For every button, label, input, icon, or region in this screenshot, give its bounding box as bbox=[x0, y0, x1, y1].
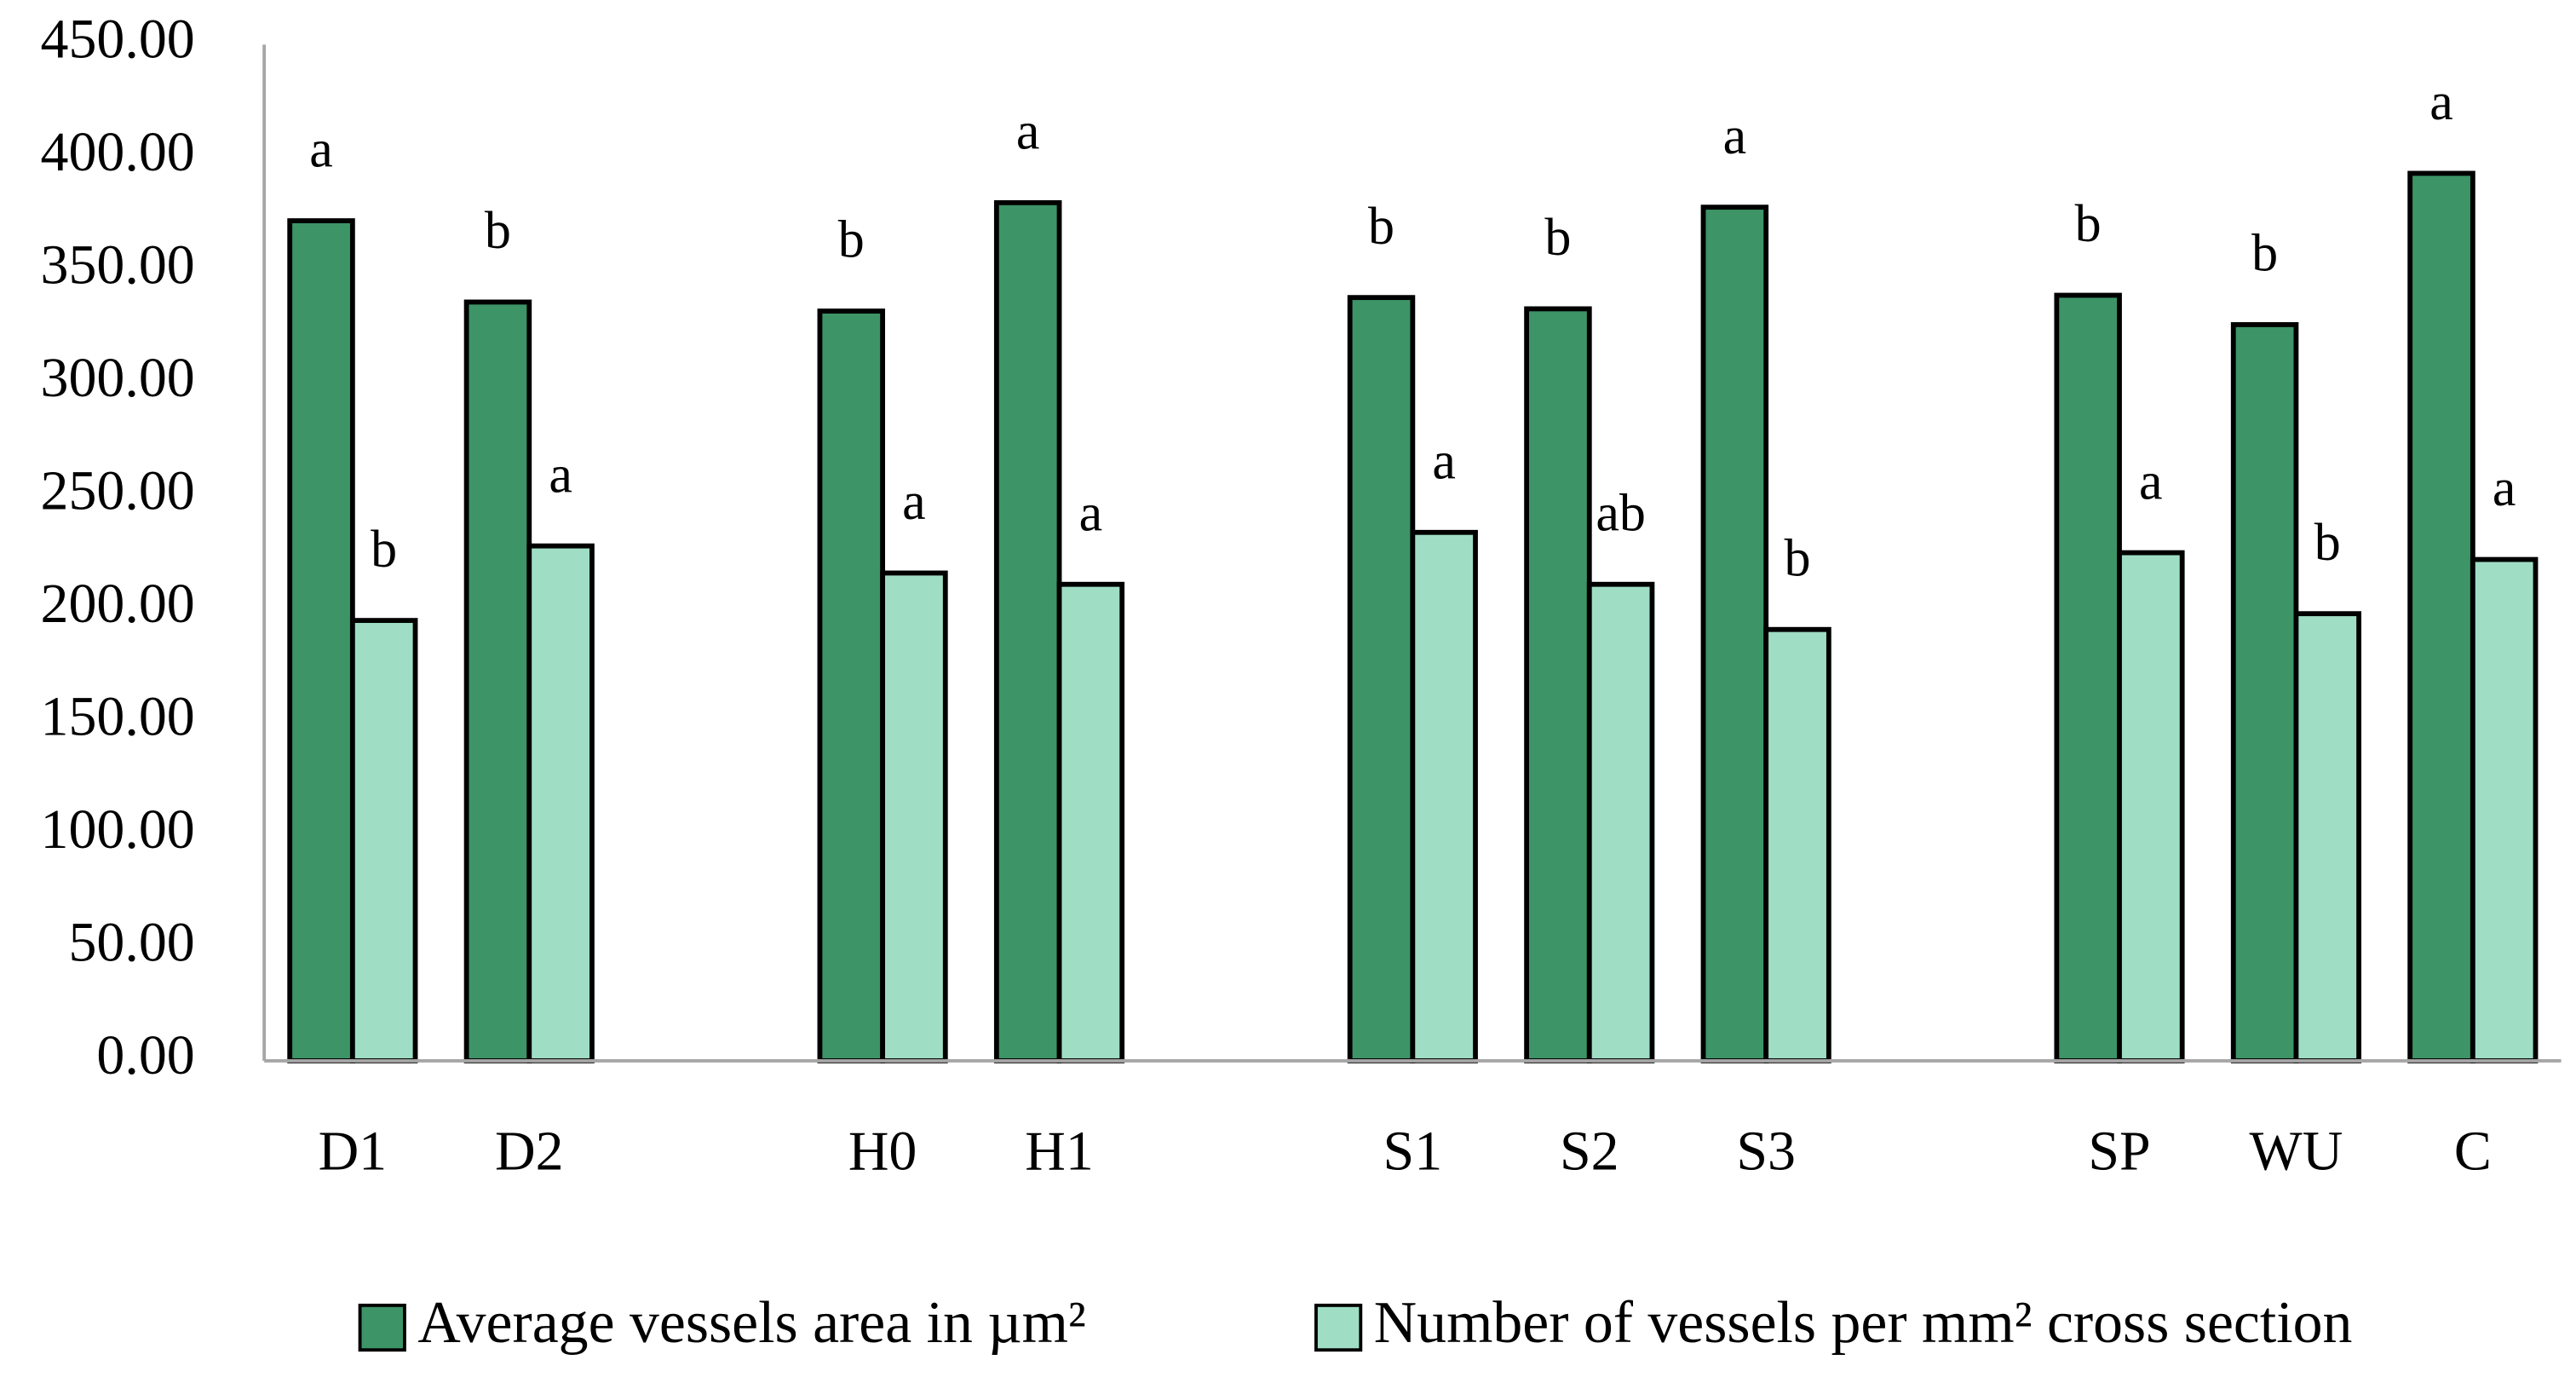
significance-letter: a bbox=[2493, 459, 2516, 517]
bar bbox=[1524, 306, 1592, 1063]
bar bbox=[1586, 581, 1655, 1063]
legend-label: Number of vessels per mm² cross section bbox=[1374, 1290, 2353, 1356]
y-tick-label: 150.00 bbox=[41, 685, 195, 747]
significance-letter: a bbox=[902, 473, 926, 531]
y-tick-label: 100.00 bbox=[41, 798, 195, 861]
significance-letter: ab bbox=[1596, 484, 1646, 542]
significance-letter: a bbox=[2429, 73, 2453, 131]
x-tick-label: H0 bbox=[848, 1120, 917, 1182]
bar bbox=[1700, 205, 1769, 1063]
bar bbox=[2293, 611, 2361, 1063]
bar bbox=[880, 570, 948, 1063]
bar bbox=[2230, 322, 2299, 1063]
significance-letter: b bbox=[1544, 209, 1571, 267]
x-tick-label: WU bbox=[2250, 1120, 2343, 1182]
bar bbox=[2470, 556, 2539, 1063]
y-tick-label: 200.00 bbox=[41, 573, 195, 635]
y-tick-label: 0.00 bbox=[96, 1024, 194, 1086]
bar bbox=[2117, 550, 2185, 1063]
bar bbox=[287, 218, 355, 1063]
significance-letter: b bbox=[1368, 198, 1394, 256]
x-tick-label: S2 bbox=[1560, 1120, 1619, 1182]
significance-letter: b bbox=[2251, 225, 2278, 283]
significance-letter: b bbox=[2314, 514, 2341, 572]
significance-letter: a bbox=[309, 121, 333, 179]
x-tick-label: C bbox=[2454, 1120, 2492, 1182]
x-tick-label: H1 bbox=[1025, 1120, 1094, 1182]
y-tick-label: 400.00 bbox=[41, 121, 195, 183]
significance-letter: b bbox=[371, 521, 397, 579]
bar bbox=[1347, 295, 1416, 1063]
y-tick-label: 450.00 bbox=[41, 8, 195, 70]
bar bbox=[2054, 292, 2122, 1063]
bar bbox=[463, 299, 532, 1063]
y-tick-label: 350.00 bbox=[41, 233, 195, 296]
legend-label: Average vessels area in µm² bbox=[417, 1290, 1085, 1356]
bar bbox=[817, 308, 886, 1063]
significance-letter: b bbox=[2075, 195, 2102, 253]
bar bbox=[2407, 170, 2475, 1063]
significance-letter: b bbox=[485, 202, 511, 260]
significance-letter: b bbox=[838, 211, 865, 269]
bar bbox=[993, 199, 1062, 1063]
legend-swatch bbox=[1314, 1303, 1363, 1352]
significance-letter: a bbox=[1723, 107, 1747, 165]
x-tick-label: D2 bbox=[495, 1120, 564, 1182]
bar bbox=[526, 543, 595, 1063]
bar bbox=[349, 618, 418, 1063]
significance-letter: a bbox=[2139, 452, 2163, 510]
x-tick-label: SP bbox=[2088, 1120, 2150, 1182]
significance-letter: b bbox=[1785, 529, 1811, 587]
bar bbox=[1056, 581, 1125, 1063]
significance-letter: a bbox=[549, 446, 572, 504]
y-tick-label: 250.00 bbox=[41, 459, 195, 522]
bar bbox=[1763, 626, 1831, 1063]
x-tick-label: S1 bbox=[1383, 1120, 1443, 1182]
y-tick-label: 50.00 bbox=[68, 911, 194, 973]
y-tick-label: 300.00 bbox=[41, 347, 195, 409]
x-tick-label: D1 bbox=[319, 1120, 388, 1182]
significance-letter: a bbox=[1432, 432, 1456, 490]
significance-letter: a bbox=[1079, 484, 1103, 542]
significance-letter: a bbox=[1016, 103, 1040, 161]
x-tick-label: S3 bbox=[1736, 1120, 1796, 1182]
bar bbox=[1410, 529, 1478, 1063]
legend-swatch bbox=[358, 1303, 406, 1352]
